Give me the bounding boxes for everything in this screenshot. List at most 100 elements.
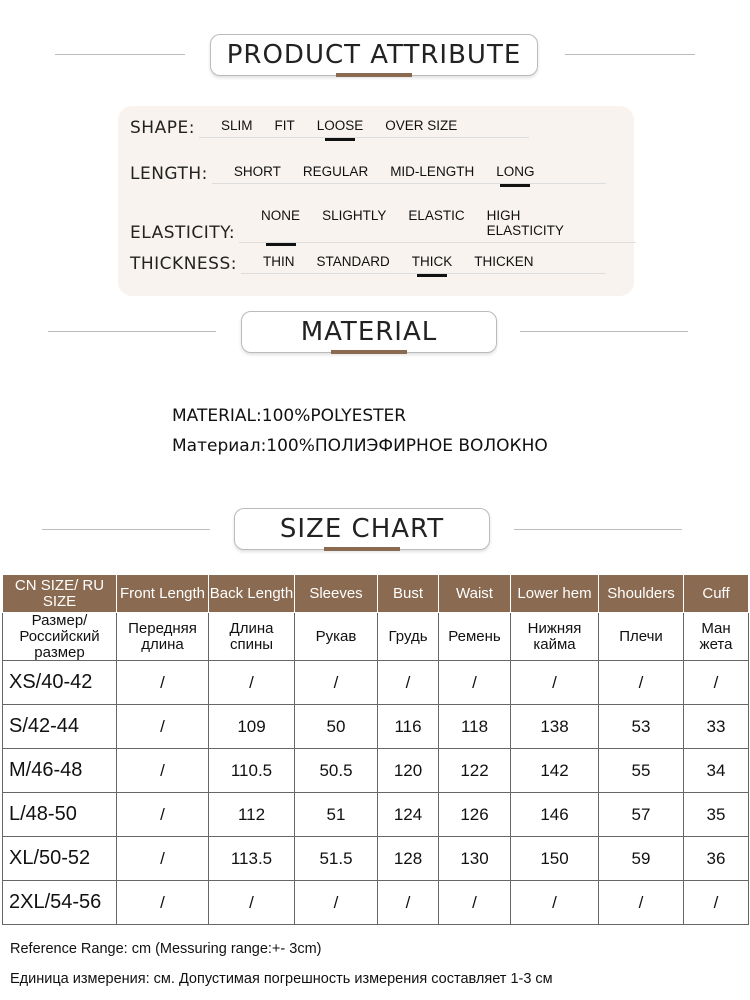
- table-cell: 128: [377, 836, 439, 882]
- divider: [55, 54, 185, 55]
- table-cell: 146: [510, 792, 599, 838]
- table-row: S/42-44/109 50 116 118 138 53 33: [2, 704, 749, 750]
- table-cell: Front Length: [116, 574, 209, 613]
- table-cell: /: [116, 836, 209, 882]
- table-cell: Ремень: [438, 611, 511, 662]
- table-cell: 130: [438, 836, 511, 882]
- table-cell: CN SIZE/ RU SIZE: [2, 574, 117, 613]
- table-cell: 138: [510, 704, 599, 750]
- attribute-row: SHAPE: SLIM FIT LOOSE OVER SIZE: [130, 118, 530, 138]
- attribute-option: OVER SIZE: [385, 118, 458, 133]
- size-table: CN SIZE/ RU SIZE Front Length Back Length S…: [2, 574, 749, 926]
- table-cell: /: [116, 792, 209, 838]
- attribute-row: LENGTH: SHORT REGULAR MID-LENGTH LONG: [130, 164, 607, 184]
- table-cell: 112: [208, 792, 295, 838]
- divider: [514, 529, 682, 530]
- table-cell: Длина спины: [208, 611, 295, 662]
- table-cell: 142: [510, 748, 599, 794]
- table-cell: Ман жета: [683, 611, 749, 662]
- table-cell: 126: [438, 792, 511, 838]
- table-cell: 150: [510, 836, 599, 882]
- section-title-material: MATERIAL: [241, 311, 497, 354]
- table-cell: /: [208, 660, 295, 706]
- section-title-attribute: PRODUCT ATTRIBUTE: [210, 34, 538, 77]
- table-cell: 120: [377, 748, 439, 794]
- attribute-options: SLIM FIT LOOSE OVER SIZE: [198, 118, 530, 138]
- table-cell: /: [510, 660, 599, 706]
- table-cell: 110.5: [208, 748, 295, 794]
- attribute-label: SHAPE:: [130, 118, 195, 138]
- section-title-size-chart: SIZE CHART: [234, 508, 490, 551]
- table-cell: /: [377, 660, 439, 706]
- table-cell: /: [377, 880, 439, 926]
- attribute-option: HIGH ELASTICITY: [486, 208, 564, 238]
- note-en: Reference Range: cm (Messuring range:+- …: [10, 941, 322, 957]
- divider: [48, 331, 216, 332]
- attribute-option: LONG: [496, 164, 535, 179]
- attribute-panel: SHAPE: SLIM FIT LOOSE OVER SIZE LENGTH: SHORT R…: [118, 106, 636, 296]
- table-cell: 50.5: [294, 748, 378, 794]
- table-cell: S/42-44: [2, 704, 117, 750]
- table-cell: 51.5: [294, 836, 378, 882]
- table-cell: /: [598, 880, 684, 926]
- table-cell: /: [683, 880, 749, 926]
- table-cell: Рукав: [294, 611, 378, 662]
- table-cell: M/46-48: [2, 748, 117, 794]
- attribute-label: LENGTH:: [130, 164, 208, 184]
- table-cell: Размер/ Российский размер: [2, 611, 117, 662]
- divider: [565, 54, 695, 55]
- table-cell: Bust: [377, 574, 439, 613]
- table-row: Размер/ Российский размер Передняя длина Д…: [2, 611, 749, 662]
- table-cell: 36: [683, 836, 749, 882]
- table-cell: 122: [438, 748, 511, 794]
- attribute-option: SLIM: [220, 118, 253, 133]
- title-text: PRODUCT ATTRIBUTE: [226, 40, 522, 70]
- table-cell: 53: [598, 704, 684, 750]
- table-cell: /: [116, 748, 209, 794]
- title-text: MATERIAL: [300, 317, 438, 347]
- table-cell: XS/40-42: [2, 660, 117, 706]
- attribute-option: LOOSE: [316, 118, 364, 133]
- attribute-options: THIN STANDARD THICK THICKEN: [240, 254, 606, 274]
- table-row: XS/40-42// / / / / / /: [2, 660, 749, 706]
- table-cell: 55: [598, 748, 684, 794]
- table-cell: /: [294, 880, 378, 926]
- attribute-option: NONE: [261, 208, 300, 238]
- title-text: SIZE CHART: [279, 514, 445, 544]
- attribute-options: SHORT REGULAR MID-LENGTH LONG: [211, 164, 607, 184]
- table-cell: 57: [598, 792, 684, 838]
- attribute-label: ELASTICITY:: [130, 223, 236, 243]
- table-cell: Передняя длина: [116, 611, 209, 662]
- attribute-row: THICKNESS: THIN STANDARD THICK THICKEN: [130, 254, 606, 274]
- table-cell: Shoulders: [598, 574, 684, 613]
- table-cell: Cuff: [683, 574, 749, 613]
- table-row: CN SIZE/ RU SIZE Front Length Back Length S…: [2, 574, 749, 613]
- table-cell: Грудь: [377, 611, 439, 662]
- attribute-option: SHORT: [233, 164, 281, 179]
- attribute-options: NONE SLIGHTLY ELASTIC HIGH ELASTICITY: [239, 208, 636, 243]
- attribute-option: REGULAR: [302, 164, 369, 179]
- table-cell: 113.5: [208, 836, 295, 882]
- attribute-option: MID-LENGTH: [390, 164, 475, 179]
- table-cell: /: [294, 660, 378, 706]
- table-cell: 124: [377, 792, 439, 838]
- material-ru: Материал:100%ПОЛИЭФИРНОЕ ВОЛОКНО: [172, 436, 548, 456]
- table-cell: Sleeves: [294, 574, 378, 613]
- attribute-row: ELASTICITY: NONE SLIGHTLY ELASTIC HIGH ELAST…: [130, 208, 636, 243]
- table-cell: /: [438, 660, 511, 706]
- table-cell: 51: [294, 792, 378, 838]
- table-row: L/48-50/112 51 124 126 146 57 35: [2, 792, 749, 838]
- table-cell: XL/50-52: [2, 836, 117, 882]
- attribute-option: STANDARD: [316, 254, 390, 269]
- material-en: MATERIAL:100%POLYESTER: [172, 406, 407, 426]
- table-row: XL/50-52/113.5 51.5 128 130 150 59 36: [2, 836, 749, 882]
- attribute-option: THICK: [411, 254, 453, 269]
- table-cell: Lower hem: [510, 574, 599, 613]
- divider: [42, 529, 210, 530]
- note-ru: Единица измерения: см. Допустимая погреш…: [10, 971, 553, 987]
- table-cell: /: [598, 660, 684, 706]
- table-cell: Плечи: [598, 611, 684, 662]
- table-cell: 35: [683, 792, 749, 838]
- table-cell: 116: [377, 704, 439, 750]
- attribute-option: SLIGHTLY: [322, 208, 387, 223]
